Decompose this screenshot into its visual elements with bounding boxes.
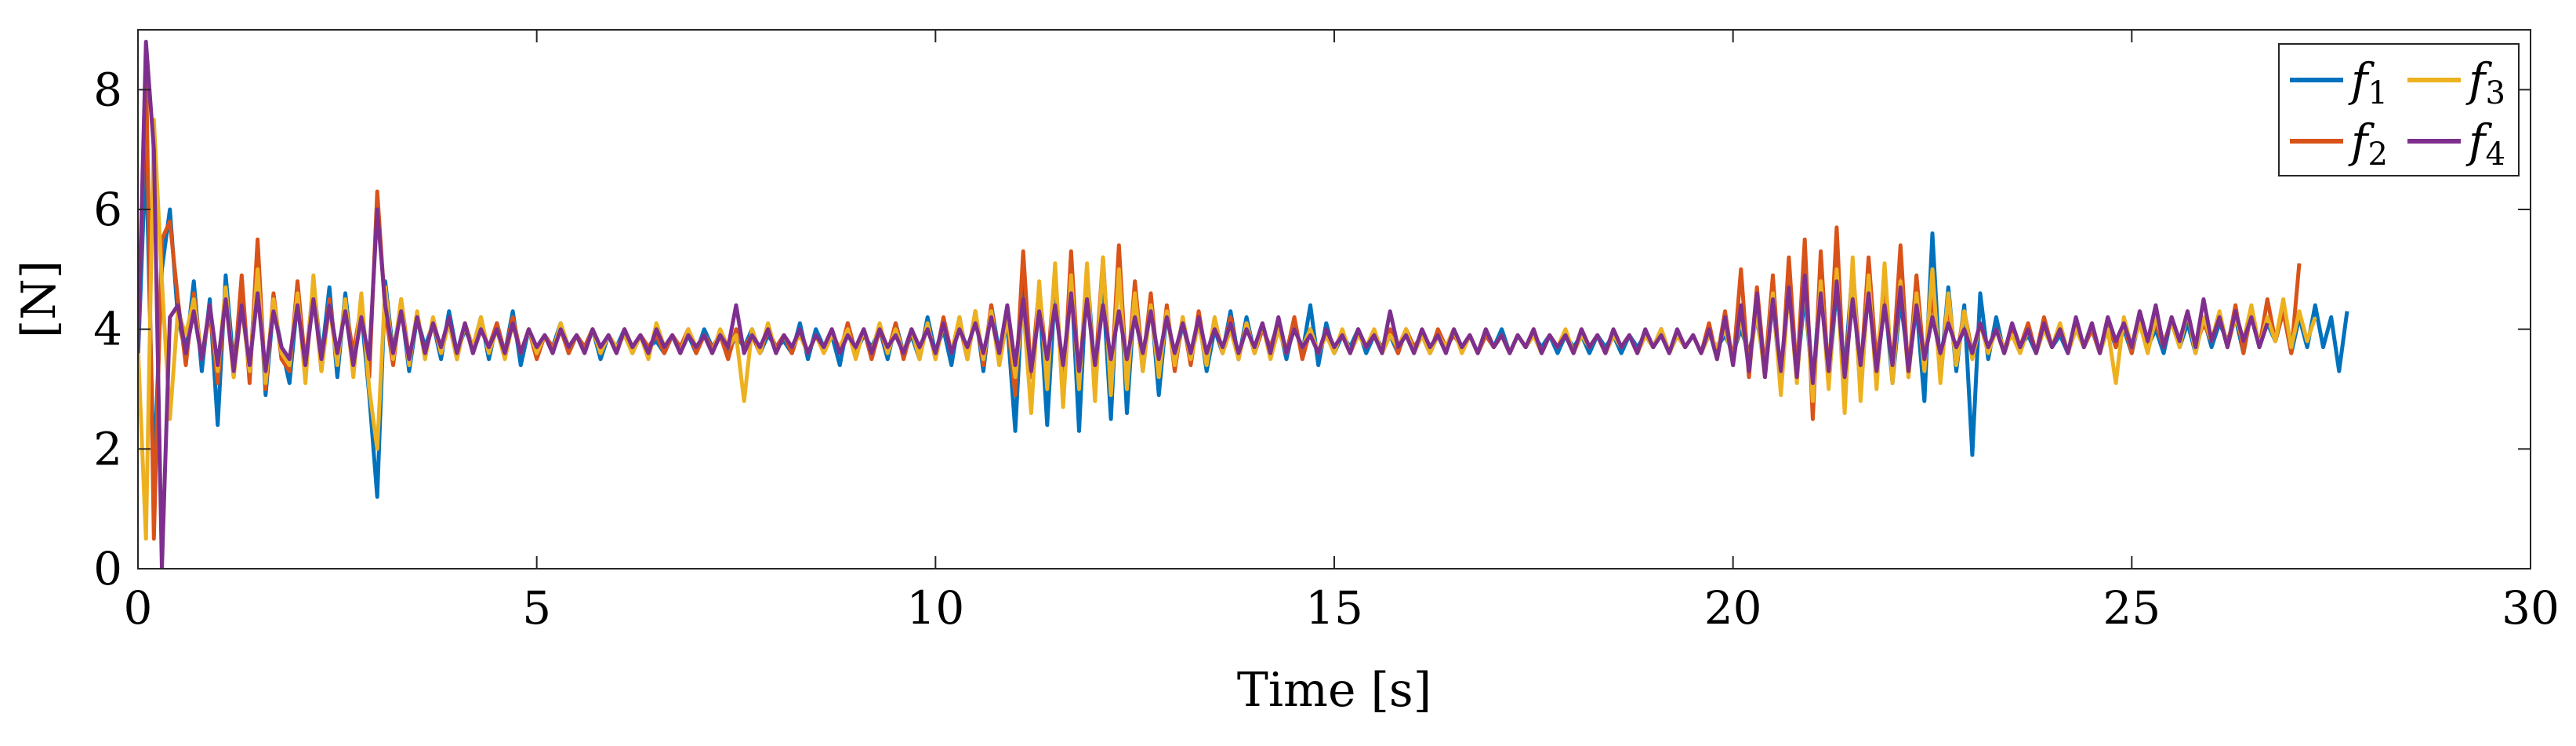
- x-axis-label: Time [s]: [1237, 663, 1431, 718]
- x-tick-label: 5: [522, 581, 551, 635]
- y-tick-label: 0: [93, 542, 122, 595]
- series-line-f1: [138, 147, 2349, 499]
- legend-box: [2278, 43, 2520, 176]
- x-tick-label: 20: [1704, 581, 1762, 635]
- y-tick-label: 6: [93, 183, 122, 236]
- x-axis: 0 5 10 15 20 25 30: [124, 30, 2560, 635]
- y-tick-label: 8: [93, 63, 122, 116]
- legend-label-f1: f1: [2348, 53, 2388, 111]
- y-tick-label: 2: [93, 422, 122, 475]
- series-layer: [138, 39, 2349, 569]
- series-line-f4: [138, 39, 2269, 569]
- y-axis: 0 2 4 6 8: [93, 63, 2531, 595]
- x-tick-label: 10: [906, 581, 964, 635]
- x-tick-label: 25: [2103, 581, 2161, 635]
- series-line-f2: [138, 57, 2302, 541]
- y-tick-label: 4: [93, 303, 122, 356]
- x-tick-label: 30: [2502, 581, 2560, 635]
- x-tick-label: 0: [124, 581, 153, 635]
- plot-frame: [137, 29, 2531, 570]
- y-axis-label: [N]: [12, 260, 67, 338]
- x-tick-label: 15: [1305, 581, 1363, 635]
